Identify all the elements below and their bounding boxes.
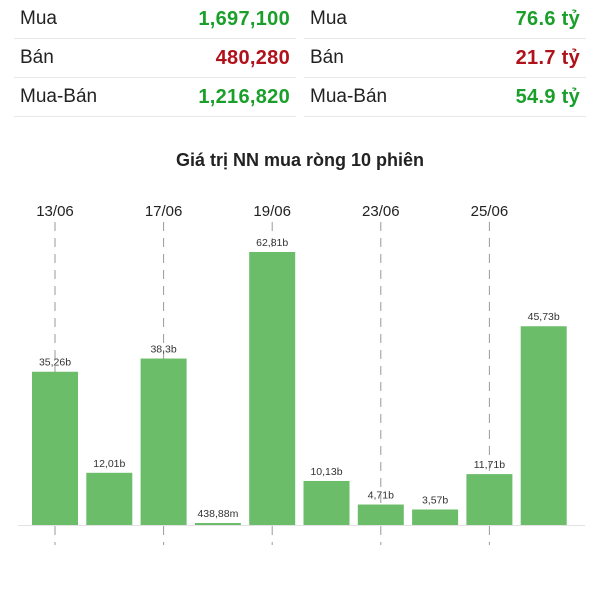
volume-stats: Mua 1,697,100 Bán 480,280 Mua-Bán 1,216,…	[14, 0, 296, 117]
stat-label: Bán	[310, 47, 344, 68]
value-stats: Mua 76.6 tỷ Bán 21.7 tỷ Mua-Bán 54.9 tỷ	[304, 0, 586, 117]
stat-label: Bán	[20, 47, 54, 68]
chart-title: Giá trị NN mua ròng 10 phiên	[175, 150, 425, 170]
data-label: 4,71b	[368, 490, 394, 502]
bar	[412, 509, 459, 525]
stat-value: 76.6 tỷ	[515, 7, 580, 30]
bar	[140, 358, 187, 525]
data-label: 3,57b	[422, 494, 448, 506]
data-label: 38,3b	[150, 344, 176, 356]
stat-row-net-value: Mua-Bán 54.9 tỷ	[304, 78, 586, 117]
stat-row-buy-volume: Mua 1,697,100	[14, 0, 296, 39]
bar	[249, 252, 296, 525]
stat-value: 480,280	[215, 46, 290, 69]
bar	[466, 474, 513, 525]
data-label: 35,26b	[39, 357, 71, 369]
data-label: 12,01b	[93, 458, 125, 470]
bar	[86, 472, 133, 525]
stat-value: 1,216,820	[198, 85, 290, 108]
x-tick-label: 17/06	[145, 203, 183, 220]
data-label: 11,71b	[474, 459, 505, 471]
stat-row-sell-value: Bán 21.7 tỷ	[304, 39, 586, 78]
summary-stats: Mua 1,697,100 Bán 480,280 Mua-Bán 1,216,…	[0, 0, 600, 120]
bar	[357, 504, 404, 525]
x-tick-label: 25/06	[471, 203, 509, 220]
bar	[194, 523, 241, 525]
stat-row-sell-volume: Bán 480,280	[14, 39, 296, 78]
stat-label: Mua	[20, 8, 57, 29]
bar	[32, 371, 78, 525]
data-label: 10,13b	[310, 466, 342, 478]
stat-value: 1,697,100	[198, 7, 290, 30]
stat-label: Mua-Bán	[310, 86, 388, 107]
stat-label: Mua-Bán	[20, 86, 98, 107]
stat-value: 21.7 tỷ	[515, 46, 580, 69]
bar	[520, 326, 567, 525]
bar	[303, 480, 350, 525]
data-label: 62,81b	[256, 237, 288, 249]
x-tick-label: 19/06	[253, 203, 291, 220]
data-label: 438,88m	[197, 508, 238, 520]
data-label: 45,73b	[528, 311, 560, 323]
x-tick-label: 13/06	[36, 203, 74, 220]
stat-row-buy-value: Mua 76.6 tỷ	[304, 0, 586, 39]
stat-label: Mua	[310, 8, 347, 29]
x-tick-label: 23/06	[362, 203, 400, 220]
stat-value: 54.9 tỷ	[515, 85, 580, 108]
stat-row-net-volume: Mua-Bán 1,216,820	[14, 78, 296, 117]
